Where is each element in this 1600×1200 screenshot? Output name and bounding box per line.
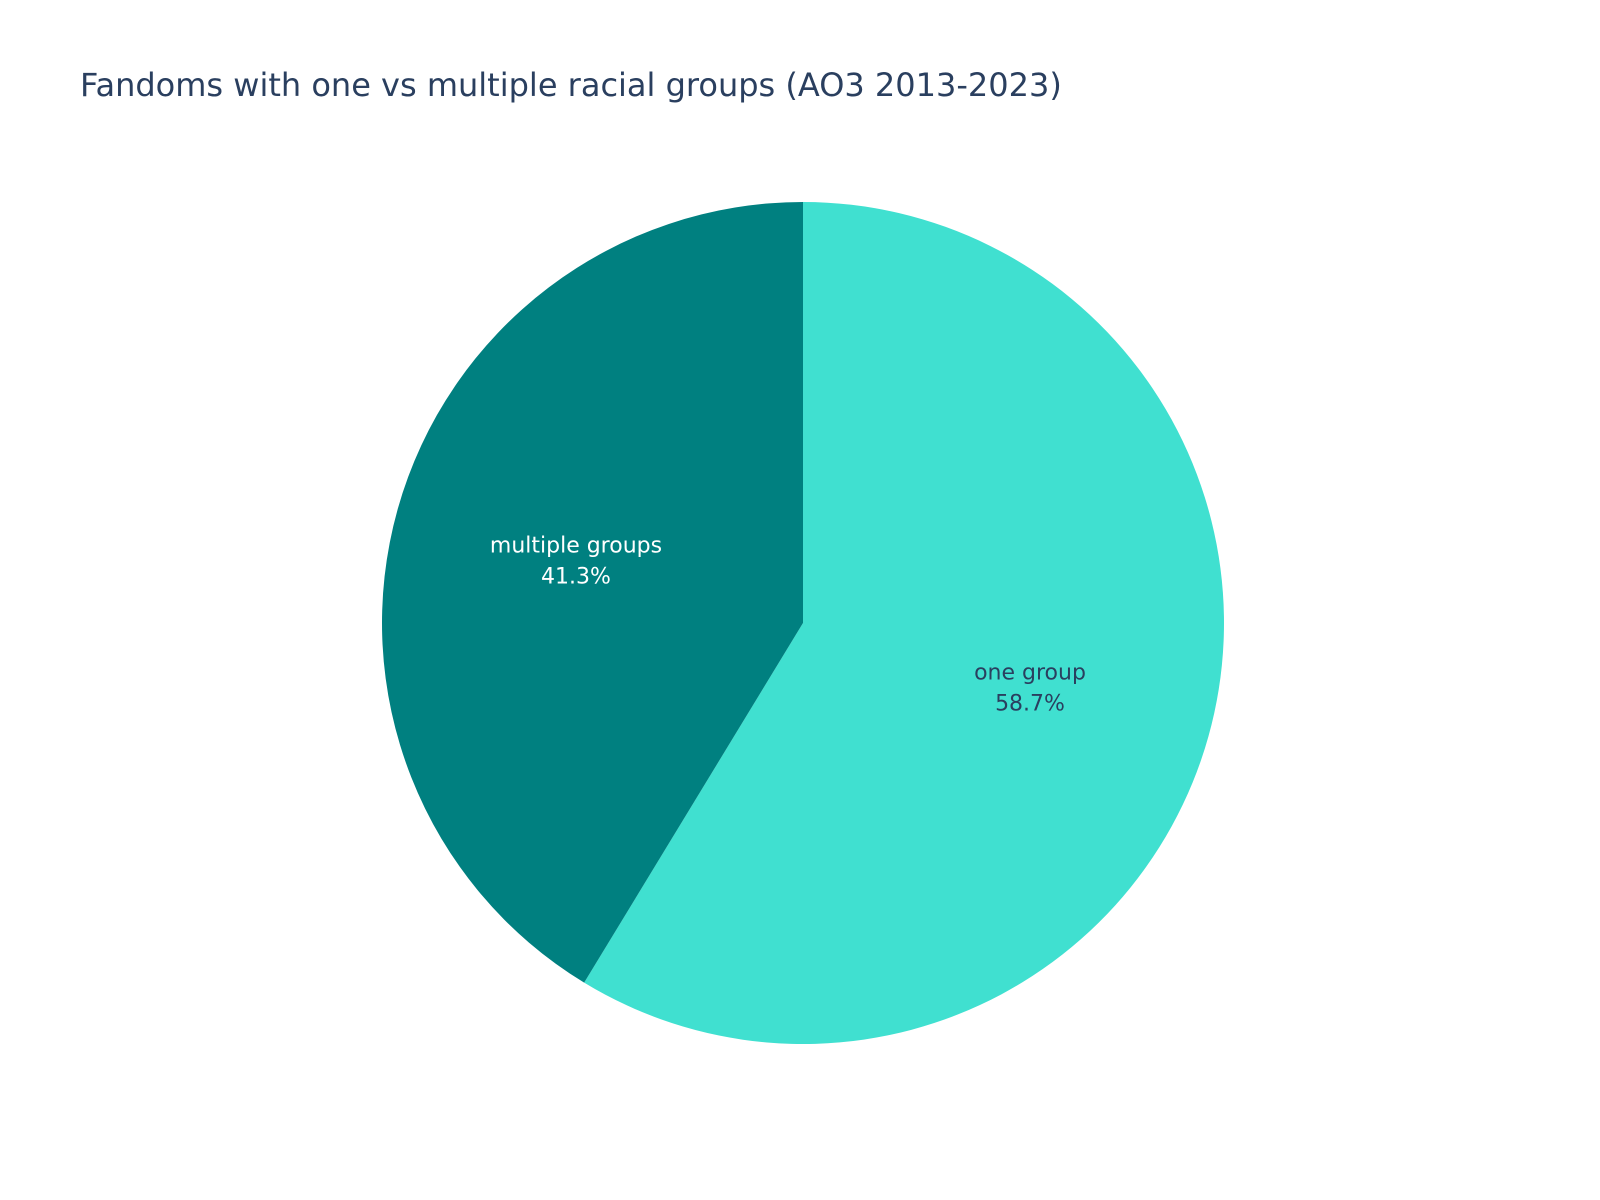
slice-percent: 41.3% [541,564,611,589]
pie-slices [381,202,1224,1044]
slice-label-multiple-groups: multiple groups 41.3% [490,533,662,589]
slice-name: one group [974,661,1086,686]
slice-label-one-group: one group 58.7% [974,661,1086,717]
slice-percent: 58.7% [995,692,1065,717]
pie-labels: one group 58.7% multiple groups 41.3% [490,533,1086,716]
pie-slice-one-group [584,202,1224,1044]
slice-name: multiple groups [490,533,662,558]
pie-slice-multiple-groups [381,202,803,983]
chart-title: Fandoms with one vs multiple racial grou… [80,66,1062,104]
